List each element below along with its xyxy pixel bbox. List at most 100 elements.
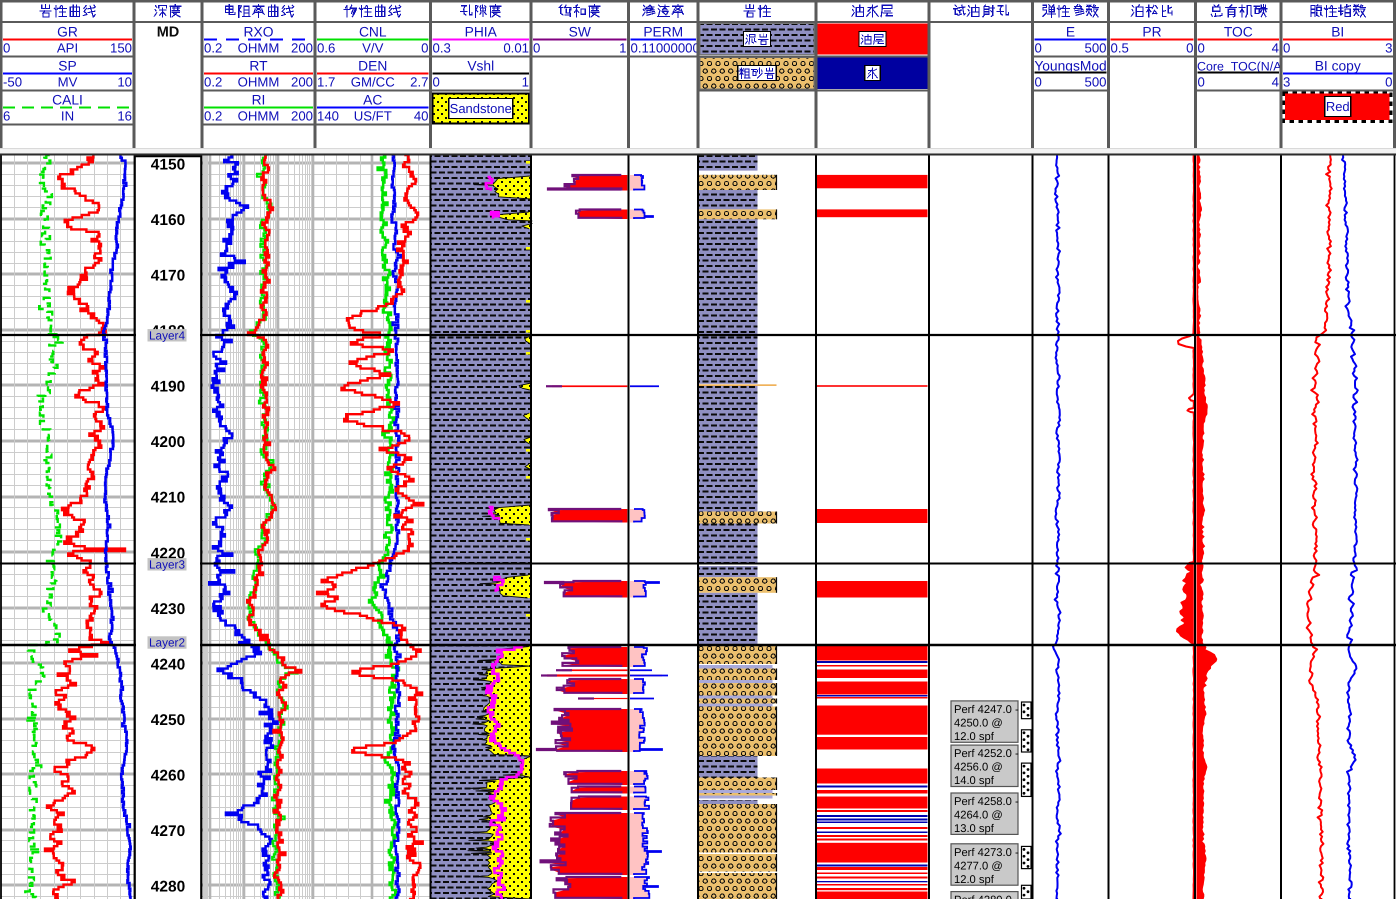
svg-text:3: 3 — [1385, 41, 1392, 56]
svg-text:Perf 4258.0 -: Perf 4258.0 - — [954, 796, 1019, 808]
svg-text:140: 140 — [317, 109, 339, 124]
svg-text:0.6: 0.6 — [317, 41, 335, 56]
svg-text:1.7: 1.7 — [317, 75, 335, 90]
svg-text:4230: 4230 — [151, 601, 185, 618]
svg-text:Sandstone: Sandstone — [450, 101, 512, 116]
svg-text:MD: MD — [157, 25, 180, 41]
svg-text:YoungsMod: YoungsMod — [1034, 59, 1106, 74]
svg-text:CALI: CALI — [52, 93, 83, 108]
svg-text:6: 6 — [3, 109, 10, 124]
svg-text:4160: 4160 — [151, 212, 185, 229]
svg-text:TOC: TOC — [1224, 25, 1253, 40]
svg-text:4170: 4170 — [151, 268, 185, 285]
svg-text:4280: 4280 — [151, 878, 185, 895]
svg-text:CNL: CNL — [359, 25, 387, 40]
svg-text:40: 40 — [414, 109, 429, 124]
svg-text:4256.0 @: 4256.0 @ — [954, 762, 1003, 774]
svg-text:12.0 spf: 12.0 spf — [954, 731, 995, 743]
svg-text:Layer3: Layer3 — [149, 558, 186, 572]
svg-text:Core_TOC(N/A): Core_TOC(N/A) — [1197, 60, 1286, 74]
svg-text:200: 200 — [291, 41, 313, 56]
svg-text:1: 1 — [619, 41, 626, 56]
svg-text:DEN: DEN — [358, 59, 387, 74]
svg-text:IN: IN — [61, 109, 74, 124]
svg-text:Perf 4273.0 -: Perf 4273.0 - — [954, 847, 1019, 859]
svg-text:0: 0 — [1186, 41, 1193, 56]
svg-text:4260: 4260 — [151, 767, 185, 784]
svg-text:4250: 4250 — [151, 712, 185, 729]
svg-text:BI: BI — [1331, 25, 1344, 40]
svg-text:4210: 4210 — [151, 490, 185, 507]
svg-text:0.3: 0.3 — [433, 41, 451, 56]
svg-text:GR: GR — [57, 25, 78, 40]
svg-text:Red: Red — [1326, 99, 1350, 114]
svg-text:PERM: PERM — [643, 25, 683, 40]
svg-text:16: 16 — [117, 109, 132, 124]
svg-text:OHMM: OHMM — [238, 41, 280, 56]
svg-text:4264.0 @: 4264.0 @ — [954, 810, 1003, 822]
svg-text:12.0 spf: 12.0 spf — [954, 874, 995, 886]
svg-text:0: 0 — [3, 41, 10, 56]
svg-text:13.0 spf: 13.0 spf — [954, 823, 995, 835]
svg-text:GM/CC: GM/CC — [351, 75, 395, 90]
svg-text:10000000: 10000000 — [649, 41, 708, 56]
svg-text:0: 0 — [1283, 41, 1290, 56]
svg-text:SW: SW — [569, 25, 591, 40]
svg-text:4150: 4150 — [151, 157, 185, 174]
svg-text:4: 4 — [1272, 41, 1279, 56]
svg-text:-50: -50 — [3, 75, 22, 90]
svg-text:Perf 4252.0 -: Perf 4252.0 - — [954, 748, 1019, 760]
svg-text:US/FT: US/FT — [354, 109, 392, 124]
svg-text:0.2: 0.2 — [204, 41, 222, 56]
svg-text:RT: RT — [249, 59, 268, 74]
svg-text:Perf 4280.0 -: Perf 4280.0 - — [954, 895, 1019, 899]
svg-text:4270: 4270 — [151, 823, 185, 840]
svg-text:RI: RI — [252, 93, 266, 108]
svg-text:0: 0 — [1198, 75, 1205, 90]
svg-text:Layer4: Layer4 — [149, 329, 186, 343]
svg-text:0.5: 0.5 — [1111, 41, 1129, 56]
svg-text:MV: MV — [58, 75, 78, 90]
svg-text:4190: 4190 — [151, 379, 185, 396]
svg-text:BI copy: BI copy — [1315, 59, 1361, 74]
svg-text:4220: 4220 — [151, 545, 185, 562]
svg-text:0: 0 — [533, 41, 540, 56]
svg-text:Vshl: Vshl — [467, 59, 494, 74]
svg-text:4200: 4200 — [151, 434, 185, 451]
svg-text:2.7: 2.7 — [410, 75, 428, 90]
svg-text:10: 10 — [117, 75, 132, 90]
svg-text:200: 200 — [291, 75, 313, 90]
svg-text:14.0 spf: 14.0 spf — [954, 775, 995, 787]
svg-text:0: 0 — [1198, 41, 1205, 56]
svg-text:500: 500 — [1084, 75, 1106, 90]
svg-text:0: 0 — [1385, 75, 1392, 90]
svg-text:API: API — [57, 41, 78, 56]
svg-text:AC: AC — [363, 93, 382, 108]
svg-text:200: 200 — [291, 109, 313, 124]
svg-text:PR: PR — [1142, 25, 1161, 40]
svg-text:OHMM: OHMM — [238, 75, 280, 90]
svg-text:0: 0 — [1035, 41, 1042, 56]
svg-text:0: 0 — [1035, 75, 1042, 90]
svg-text:4277.0 @: 4277.0 @ — [954, 860, 1003, 872]
svg-text:RXO: RXO — [244, 25, 274, 40]
svg-text:1: 1 — [522, 75, 529, 90]
svg-text:E: E — [1066, 25, 1075, 40]
svg-text:150: 150 — [110, 41, 132, 56]
svg-text:0.2: 0.2 — [204, 109, 222, 124]
svg-text:OHMM: OHMM — [238, 109, 280, 124]
svg-text:4: 4 — [1272, 75, 1279, 90]
svg-text:PHIA: PHIA — [465, 25, 498, 40]
svg-text:0.1: 0.1 — [631, 41, 649, 56]
svg-text:0.01: 0.01 — [503, 41, 529, 56]
svg-text:500: 500 — [1084, 41, 1106, 56]
svg-text:Perf 4247.0 -: Perf 4247.0 - — [954, 704, 1019, 716]
svg-text:Layer2: Layer2 — [149, 636, 185, 650]
svg-text:0: 0 — [433, 75, 440, 90]
svg-text:3: 3 — [1283, 75, 1290, 90]
svg-text:0: 0 — [421, 41, 428, 56]
svg-text:4240: 4240 — [151, 656, 185, 673]
svg-text:0.2: 0.2 — [204, 75, 222, 90]
svg-text:4250.0 @: 4250.0 @ — [954, 717, 1003, 729]
svg-text:SP: SP — [58, 59, 76, 74]
